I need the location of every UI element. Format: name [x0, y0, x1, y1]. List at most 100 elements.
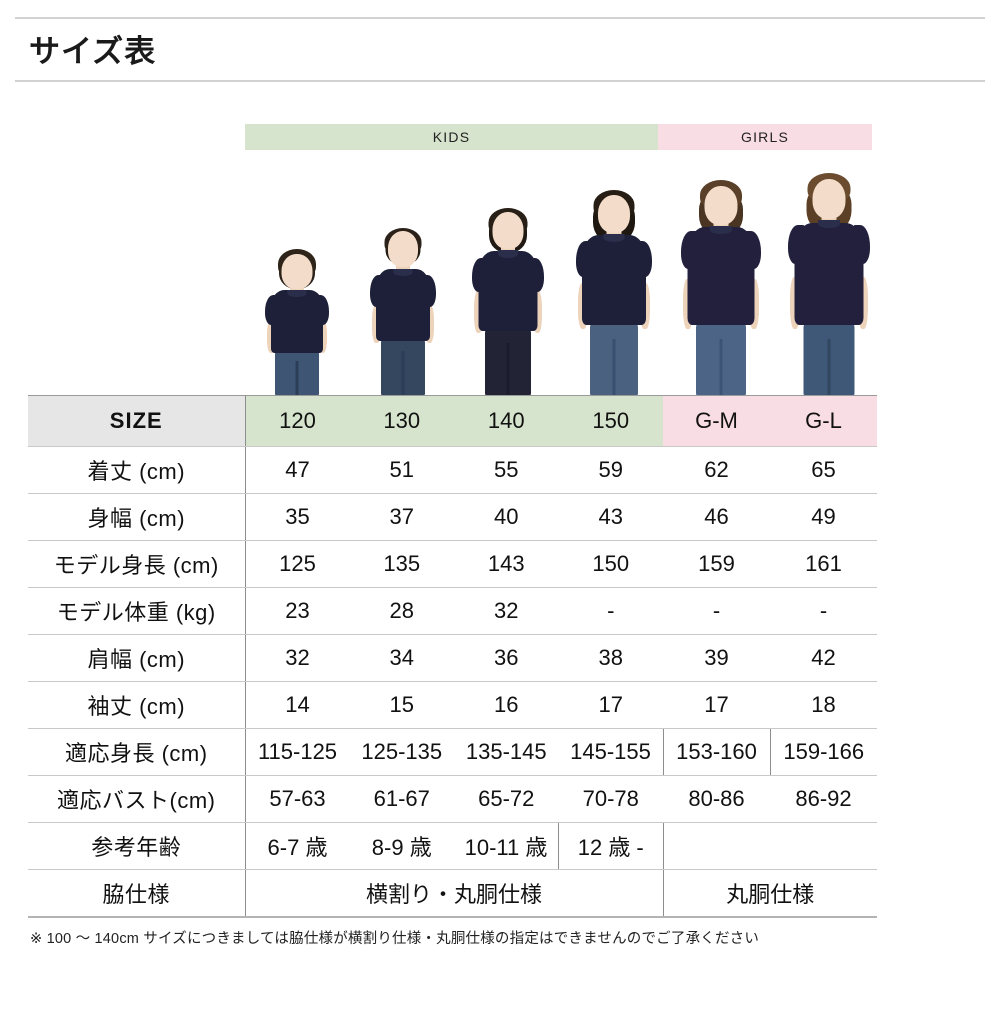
page-title: サイズ表	[29, 34, 157, 69]
leg-split	[827, 339, 831, 395]
row-label: モデル身長 (cm)	[28, 540, 246, 588]
arm-icon	[533, 291, 542, 333]
cell: 61-67	[349, 775, 454, 823]
cell: 70-78	[558, 775, 663, 823]
category-bar-girls: GIRLS	[658, 124, 872, 150]
head-icon	[492, 212, 524, 249]
cell: 18	[770, 681, 877, 729]
row-label: モデル体重 (kg)	[28, 587, 246, 635]
cell: 15	[349, 681, 454, 729]
cell: 36	[454, 634, 559, 682]
sleeve-icon	[852, 225, 870, 264]
sleeve-icon	[743, 231, 761, 269]
sleeve-icon	[528, 258, 544, 292]
sleeve-icon	[265, 295, 280, 325]
cell: 55	[454, 446, 559, 494]
cell: 47	[245, 446, 350, 494]
cell	[770, 822, 877, 870]
cell: -	[558, 587, 663, 635]
cell: 49	[770, 493, 877, 541]
cell: 159-166	[769, 728, 877, 776]
table-row: 参考年齢 6-7 歳 8-9 歳 10-11 歳 12 歳 -	[28, 822, 877, 870]
cell: 125	[245, 540, 350, 588]
table-header-row: SIZE 120 130 140 150 G-M G-L	[28, 395, 877, 447]
cell: 159	[663, 540, 770, 588]
sleeve-icon	[314, 295, 329, 325]
table-row: 適応バスト(cm) 57-63 61-67 65-72 70-78 80-86 …	[28, 775, 877, 823]
cell: 43	[558, 493, 663, 541]
cell: 65-72	[454, 775, 559, 823]
leg-split	[719, 339, 723, 395]
cell: 143	[454, 540, 559, 588]
collar-icon	[393, 269, 413, 276]
leg-split	[612, 339, 616, 395]
cell: 150	[558, 540, 663, 588]
category-bar-kids: KIDS	[245, 124, 658, 150]
row-label: 適応バスト(cm)	[28, 775, 246, 823]
row-label: 袖丈 (cm)	[28, 681, 246, 729]
row-label: 着丈 (cm)	[28, 446, 246, 494]
model-photo-strip	[0, 150, 1000, 395]
cell: 35	[245, 493, 350, 541]
cell: 32	[454, 587, 559, 635]
table-row-spec: 脇仕様 横割り・丸胴仕様 丸胴仕様	[28, 869, 877, 918]
model-photo-140	[466, 207, 550, 395]
cell: 40	[454, 493, 559, 541]
cell: 17	[663, 681, 770, 729]
neck-icon	[396, 263, 410, 273]
size-table-wrap: SIZE 120 130 140 150 G-M G-L 着丈 (cm) 47 …	[28, 395, 877, 918]
leg-split	[401, 351, 405, 395]
table-row: 袖丈 (cm) 14 15 16 17 17 18	[28, 681, 877, 729]
row-label: 適応身長 (cm)	[28, 728, 246, 776]
cell: 80-86	[663, 775, 770, 823]
head-icon	[704, 186, 738, 225]
sleeve-icon	[681, 231, 699, 269]
cell: 65	[770, 446, 877, 494]
footnote: ※ 100 〜 140cm サイズにつきましては脇仕様が横割り仕様・丸胴仕様の指…	[30, 930, 760, 947]
cell: 153-160	[662, 728, 770, 776]
sleeve-icon	[576, 241, 593, 277]
sleeve-icon	[370, 275, 385, 307]
collar-icon	[498, 250, 518, 258]
model-photo-gm	[676, 180, 766, 395]
head-icon	[598, 195, 630, 233]
neck-icon	[713, 220, 729, 231]
cell: 12 歳 -	[558, 822, 663, 870]
row-label: 身幅 (cm)	[28, 493, 246, 541]
collar-icon	[287, 290, 307, 297]
column-header-gl: G-L	[770, 395, 877, 447]
size-table: SIZE 120 130 140 150 G-M G-L 着丈 (cm) 47 …	[28, 395, 877, 918]
cell: 135	[349, 540, 454, 588]
table-corner-label: SIZE	[28, 395, 246, 447]
collar-icon	[818, 220, 840, 228]
cell: 46	[663, 493, 770, 541]
cell: 59	[558, 446, 663, 494]
cell: 14	[245, 681, 350, 729]
cell: 42	[770, 634, 877, 682]
cell: 51	[349, 446, 454, 494]
table-row: 適応身長 (cm) 115-125 125-135 135-145 145-15…	[28, 728, 877, 776]
neck-icon	[821, 214, 837, 225]
head-icon	[281, 254, 313, 289]
cell	[662, 822, 770, 870]
cell-spec-kids: 横割り・丸胴仕様	[245, 869, 663, 918]
collar-icon	[710, 226, 732, 234]
table-row: 着丈 (cm) 47 51 55 59 62 65	[28, 446, 877, 494]
column-header-130: 130	[349, 395, 454, 447]
cell: 38	[558, 634, 663, 682]
cell: 17	[558, 681, 663, 729]
sleeve-icon	[421, 275, 436, 307]
column-header-120: 120	[245, 395, 350, 447]
cell: 125-135	[349, 728, 454, 776]
model-photo-gl	[783, 173, 875, 395]
cell: 135-145	[454, 728, 559, 776]
sleeve-icon	[788, 225, 806, 264]
title-rule-bottom	[15, 80, 985, 82]
table-row: モデル身長 (cm) 125 135 143 150 159 161	[28, 540, 877, 588]
head-icon	[812, 179, 846, 219]
title-section: サイズ表	[0, 17, 1000, 82]
row-label: 参考年齢	[28, 822, 246, 870]
table-row: 身幅 (cm) 35 37 40 43 46 49	[28, 493, 877, 541]
cell: 37	[349, 493, 454, 541]
cell-spec-girls: 丸胴仕様	[662, 869, 877, 918]
